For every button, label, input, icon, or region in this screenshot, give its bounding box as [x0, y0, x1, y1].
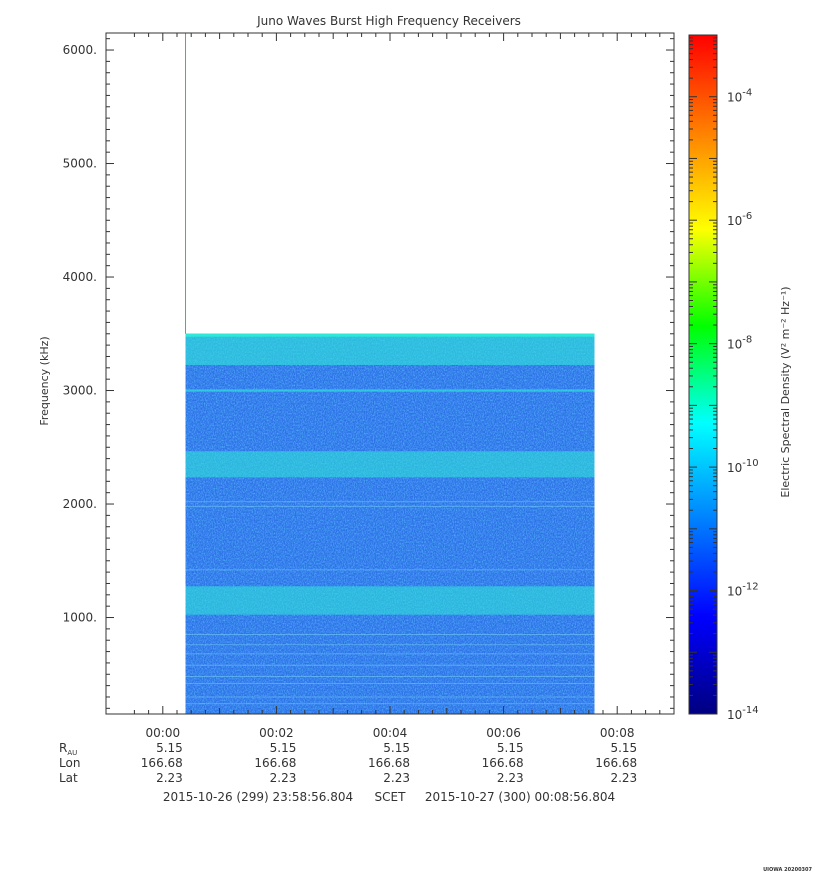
- ephemeris-value: 2.23: [610, 771, 637, 785]
- colorbar-tick-label: 10-8: [727, 335, 752, 352]
- y-tick-label: 3000.: [63, 384, 97, 398]
- y-tick-label: 4000.: [63, 270, 97, 284]
- colorbar-tick-label: 10-4: [727, 88, 752, 105]
- y-tick-label: 5000.: [63, 157, 97, 171]
- ephemeris-value: 166.68: [482, 756, 524, 770]
- y-tick-label: 6000.: [63, 43, 97, 57]
- ephemeris-table: RAU 5.15 5.15 5.15 5.15 5.15 Lon 166.68 166.68 16…: [59, 741, 637, 785]
- colorbar-tick-label: 10-14: [727, 705, 759, 722]
- x-tick-label: 00:04: [373, 726, 408, 740]
- intensity-band-1: [185, 336, 595, 365]
- footer-stamp: UIOWA 20200307: [763, 867, 812, 873]
- ephemeris-value: 5.15: [270, 741, 297, 755]
- ephemeris-value: 2.23: [156, 771, 183, 785]
- frequency-axis: 1000. 2000. 3000. 4000. 5000. 6000.: [63, 38, 674, 709]
- colorbar-tick-label: 10-12: [727, 582, 759, 599]
- x-tick-label: 00:02: [259, 726, 294, 740]
- time-axis: 00:00 00:02 00:04 00:06 00:08: [133, 33, 661, 740]
- ephemeris-value: 166.68: [368, 756, 410, 770]
- ephemeris-value: 2.23: [497, 771, 524, 785]
- ephemeris-value: 166.68: [595, 756, 637, 770]
- time-range-start: 2015-10-26 (299) 23:58:56.804: [163, 790, 353, 804]
- y-tick-label: 1000.: [63, 611, 97, 625]
- ephemeris-value: 166.68: [254, 756, 296, 770]
- ephemeris-value: 5.15: [497, 741, 524, 755]
- ephemeris-value: 5.15: [383, 741, 410, 755]
- colorbar-tick-label: 10-10: [727, 458, 759, 475]
- ephemeris-row-label: Lon: [59, 756, 80, 770]
- spectrogram-area: [185, 33, 595, 715]
- colorbar-tick-label: 10-6: [727, 211, 752, 228]
- intensity-band-4: [185, 389, 595, 392]
- colorbar: [688, 34, 718, 715]
- ephemeris-value: 5.15: [156, 741, 183, 755]
- intensity-band-3: [185, 586, 595, 615]
- intensity-band-2: [185, 451, 595, 478]
- chart-title: Juno Waves Burst High Frequency Receiver…: [256, 14, 521, 28]
- ephemeris-value: 2.23: [270, 771, 297, 785]
- band-top-edge: [185, 333, 595, 337]
- time-range-end: 2015-10-27 (300) 00:08:56.804: [425, 790, 615, 804]
- ephemeris-row-label: RAU: [59, 741, 77, 757]
- ephemeris-value: 2.23: [383, 771, 410, 785]
- ephemeris-value: 166.68: [141, 756, 183, 770]
- spectrogram-texture-dark: [185, 333, 595, 714]
- x-tick-label: 00:06: [486, 726, 521, 740]
- time-frame-label: SCET: [375, 790, 407, 804]
- ephemeris-value: 5.15: [610, 741, 637, 755]
- y-axis-label: Frequency (kHz): [38, 336, 51, 425]
- x-tick-label: 00:08: [600, 726, 635, 740]
- x-tick-label: 00:00: [146, 726, 181, 740]
- colorbar-label: Electric Spectral Density (V² m⁻² Hz⁻¹): [779, 286, 792, 497]
- ephemeris-row-label: Lat: [59, 771, 78, 785]
- y-tick-label: 2000.: [63, 497, 97, 511]
